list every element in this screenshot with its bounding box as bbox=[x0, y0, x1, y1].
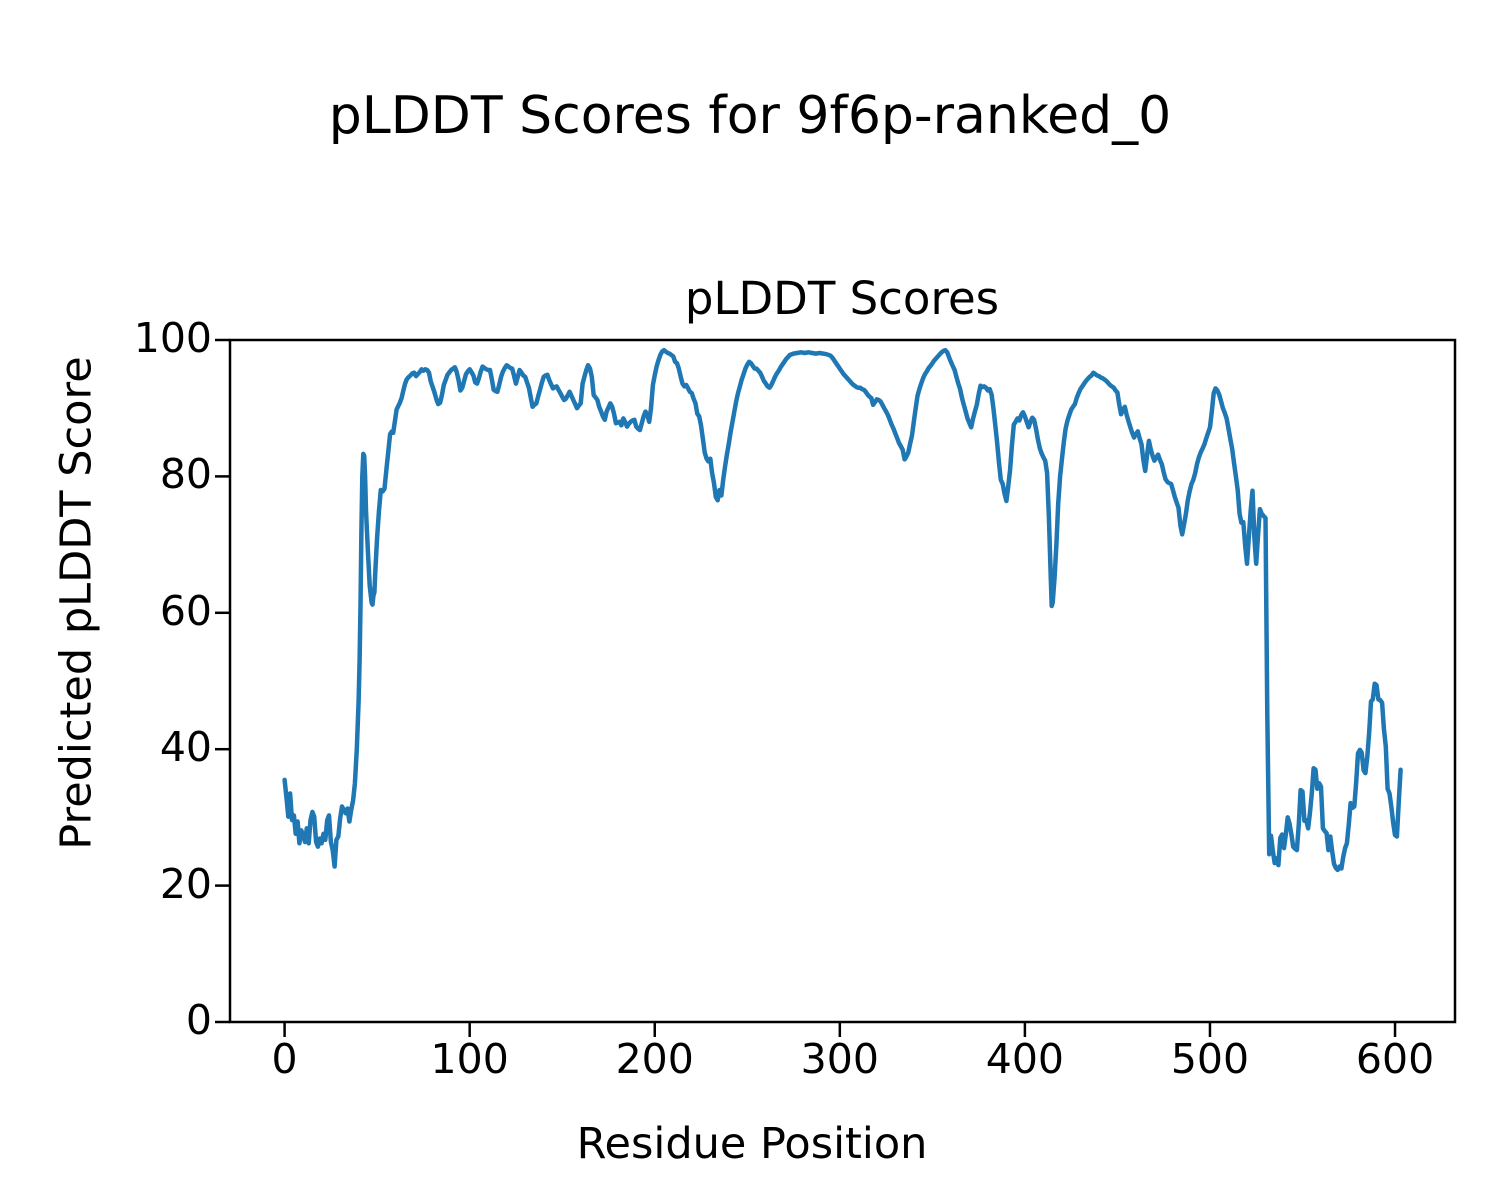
x-tick-label: 100 bbox=[430, 1035, 509, 1083]
y-tick-label: 60 bbox=[159, 586, 212, 635]
y-tick-label: 20 bbox=[159, 859, 212, 908]
axes-title: pLDDT Scores bbox=[684, 272, 1000, 325]
y-tick-label: 0 bbox=[185, 996, 212, 1044]
x-tick-label: 200 bbox=[615, 1035, 694, 1083]
x-axis-label: Residue Position bbox=[576, 1119, 928, 1169]
plddt-line bbox=[282, 347, 1403, 873]
figure-suptitle: pLDDT Scores for 9f6p-ranked_0 bbox=[328, 86, 1172, 146]
x-tick-label: 300 bbox=[800, 1035, 879, 1083]
x-tick-label: 0 bbox=[271, 1035, 298, 1083]
y-tick-label: 80 bbox=[159, 450, 212, 499]
x-tick-label: 500 bbox=[1170, 1035, 1250, 1083]
y-tick-label: 100 bbox=[133, 314, 212, 362]
axes-spines bbox=[228, 338, 1457, 1024]
x-tick-label: 600 bbox=[1355, 1035, 1435, 1083]
y-tick-label: 40 bbox=[159, 723, 212, 772]
y-axis-label: Predicted pLDDT Score bbox=[51, 356, 102, 850]
x-tick-label: 400 bbox=[985, 1035, 1065, 1083]
